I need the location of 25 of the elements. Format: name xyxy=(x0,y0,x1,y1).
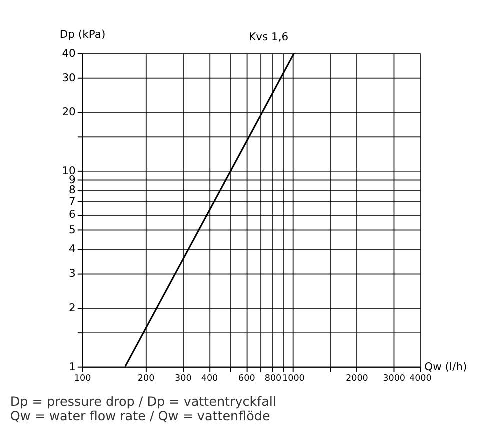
y-tick-label: 40 xyxy=(62,46,76,60)
x-tick-label: 300 xyxy=(175,374,192,384)
y-tick-label: 7 xyxy=(69,194,76,208)
y-tick-label: 6 xyxy=(69,208,76,222)
y-tick-label: 20 xyxy=(62,106,76,119)
x-tick-label: 4000 xyxy=(409,374,432,384)
x-tick-label: 200 xyxy=(138,374,156,384)
y-axis-title: Dp (kPa) xyxy=(60,28,106,42)
x-tick-label: 400 xyxy=(201,374,219,384)
x-axis-title: Qw (l/h) xyxy=(424,360,468,374)
x-tick-label: 800 xyxy=(264,374,282,384)
x-tick-label: 1000 xyxy=(282,374,306,384)
y-tick-label: 30 xyxy=(62,71,76,84)
y-tick-label: 3 xyxy=(69,266,76,280)
x-tick-label: 2000 xyxy=(346,374,369,384)
y-tick-label: 5 xyxy=(69,224,76,237)
text: Dp = pressure drop / Dp = vattentryckfall xyxy=(10,395,276,410)
y-tick-label: 1 xyxy=(69,360,76,374)
x-tick-label: 100 xyxy=(74,374,92,384)
x-tick-label: 3000 xyxy=(383,374,406,384)
x-tick-label: 600 xyxy=(238,374,256,384)
series-label: Kvs 1,6 xyxy=(249,30,289,44)
y-tick-label: 2 xyxy=(69,301,76,314)
y-tick-label: 4 xyxy=(69,242,76,256)
text: Qw = water flow rate / Qw = vattenflöde xyxy=(10,410,270,425)
